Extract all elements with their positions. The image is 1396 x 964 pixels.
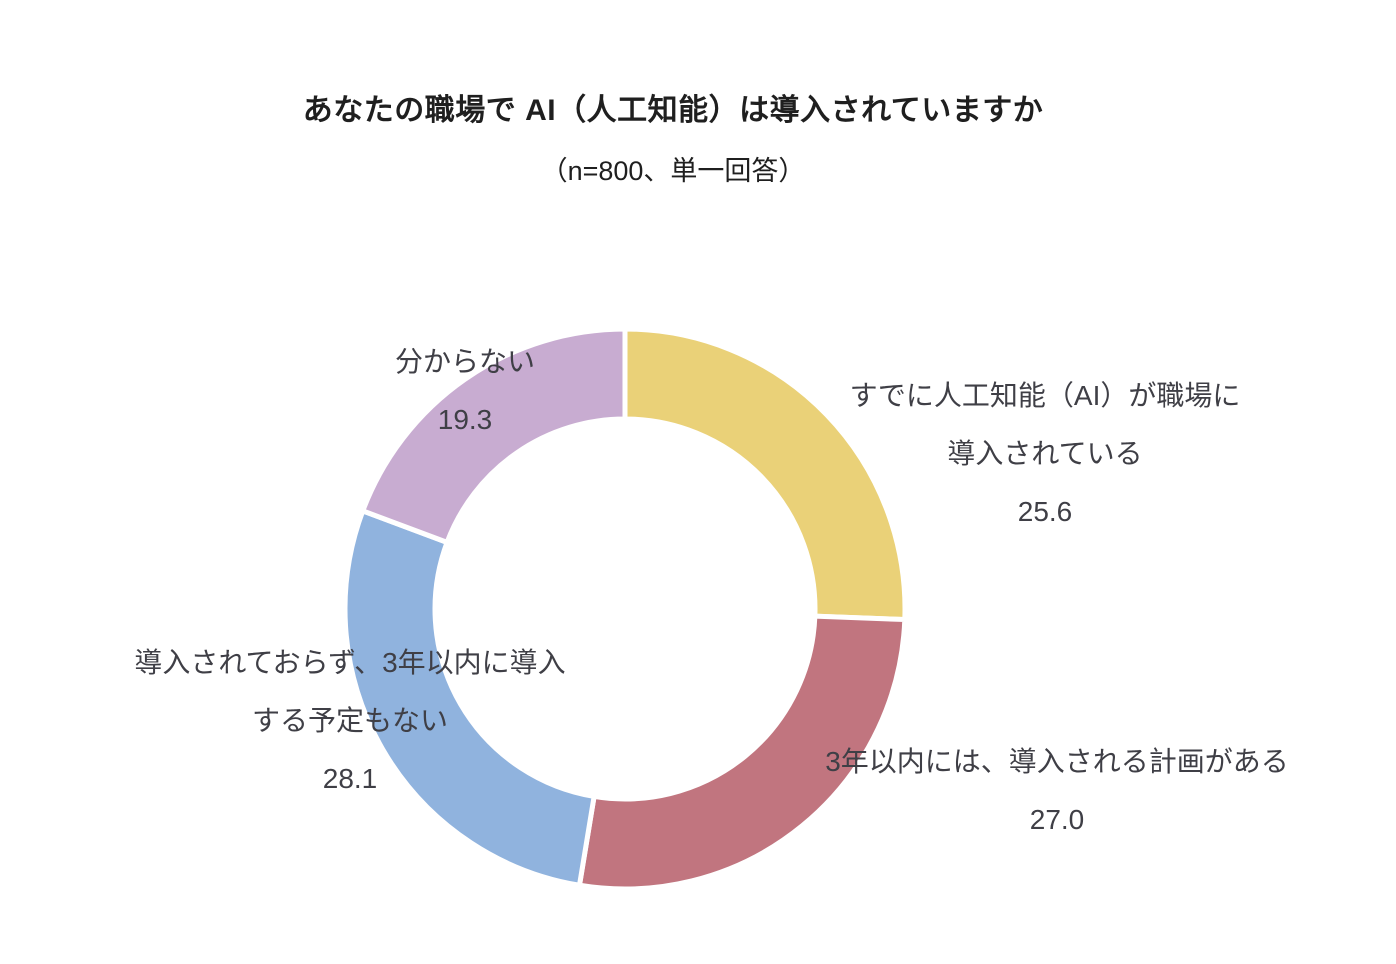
segment-label-line: 分からない [394,346,535,377]
segment-label-line: 3年以内には、導入される計画がある [825,746,1289,777]
segment-label-no-plan: 導入されておらず、3年以内に導入 する予定もない 28.1 [75,634,625,808]
segment-label-unknown: 分からない 19.3 [315,333,615,449]
donut-segment-3 [359,326,628,546]
chart-title: あなたの職場で AI（人工知能）は導入されていますか [302,94,1044,127]
donut-segment-1 [576,613,908,892]
segment-label-line: する予定もない [251,705,448,736]
donut-segment-0 [622,326,908,623]
chart-subtitle: （n=800、単一回答） [540,156,806,186]
donut-chart [342,326,908,892]
segment-label-already-introduced: すでに人工知能（AI）が職場に 導入されている 25.6 [795,367,1295,541]
donut-segment-2 [342,507,597,889]
segment-value: 28.1 [322,763,378,794]
segment-label-line: 導入されている [947,438,1143,469]
segment-label-plan-within-3-years: 3年以内には、導入される計画がある 27.0 [782,733,1332,849]
segment-value: 27.0 [1029,804,1085,835]
segment-label-line: 導入されておらず、3年以内に導入 [134,647,566,678]
segment-label-line: すでに人工知能（AI）が職場に [849,380,1241,411]
segment-value: 25.6 [1017,496,1073,527]
segment-value: 19.3 [437,404,493,435]
donut-segments [342,326,908,892]
